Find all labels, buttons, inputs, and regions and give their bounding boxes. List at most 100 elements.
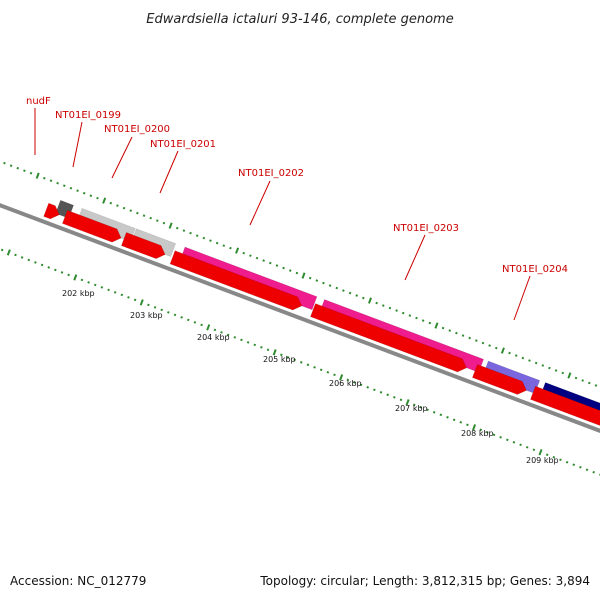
kbp-label-205: 205 kbp (263, 355, 296, 364)
minor-tick (209, 239, 212, 242)
minor-tick (62, 184, 66, 187)
minor-tick (548, 366, 551, 370)
cds-arrow-nt01ei-0199 (43, 202, 60, 220)
minor-tick (246, 341, 250, 344)
minor-tick (133, 298, 137, 302)
accession-text: Accession: NC_012779 (10, 574, 146, 588)
major-tick (102, 197, 107, 204)
major-tick (301, 272, 306, 279)
minor-tick (475, 339, 478, 342)
gene-label-nudf: nudF (26, 96, 51, 107)
leader-nt01ei-0202 (249, 180, 271, 226)
minor-tick (554, 369, 558, 372)
minor-tick (499, 435, 502, 439)
minor-tick (20, 256, 24, 259)
minor-tick (353, 381, 356, 384)
minor-tick (136, 211, 139, 215)
minor-tick (395, 309, 398, 312)
kbp-label-206: 206 kbp (329, 379, 362, 388)
minor-tick (262, 259, 265, 262)
cds-arrow-nt01ei-0200 (62, 210, 122, 243)
minor-tick (286, 356, 290, 359)
minor-tick (381, 304, 385, 307)
minor-tick (293, 358, 296, 362)
minor-tick (249, 254, 252, 257)
minor-tick (508, 351, 511, 355)
minor-tick (388, 306, 392, 310)
minor-tick (23, 169, 26, 172)
minor-tick (54, 268, 57, 272)
minor-tick (76, 189, 79, 192)
minor-tick (67, 273, 70, 277)
minor-tick (461, 334, 465, 337)
minor-tick (167, 311, 170, 314)
minor-tick (308, 276, 312, 280)
gene-label-nt01ei-0202: NT01EI_0202 (238, 168, 304, 179)
minor-tick (552, 455, 556, 459)
minor-tick (242, 251, 246, 255)
major-tick (339, 374, 344, 381)
minor-tick (100, 286, 104, 289)
minor-tick (519, 443, 522, 447)
minor-tick (109, 201, 113, 205)
minor-tick (93, 283, 97, 287)
minor-tick (288, 269, 292, 272)
major-tick (434, 322, 439, 329)
minor-tick (588, 381, 591, 385)
minor-tick (386, 393, 389, 397)
minor-tick (3, 161, 6, 165)
minor-tick (149, 216, 152, 220)
minor-tick (574, 376, 578, 380)
minor-tick (373, 388, 376, 392)
minor-tick (120, 293, 124, 297)
leader-nt01ei-0203 (404, 234, 426, 281)
minor-tick (180, 316, 183, 319)
minor-tick (233, 336, 237, 339)
major-tick (500, 347, 505, 354)
minor-tick (182, 229, 186, 232)
minor-tick (299, 361, 303, 364)
minor-tick (466, 423, 469, 427)
minor-tick (432, 411, 436, 414)
minor-tick (481, 341, 485, 345)
minor-tick (87, 281, 90, 284)
leader-nt01ei-0199 (72, 121, 83, 168)
minor-tick (226, 333, 230, 337)
minor-tick (525, 445, 529, 449)
minor-tick (156, 219, 159, 222)
minor-tick (107, 288, 110, 292)
minor-tick (565, 460, 569, 464)
kbp-label-203: 203 kbp (130, 311, 163, 320)
major-tick (168, 222, 173, 229)
major-tick (235, 247, 240, 254)
minor-tick (401, 311, 405, 315)
label-leaders (34, 108, 531, 321)
inner-tick-ring (0, 248, 600, 477)
minor-tick (446, 416, 449, 419)
minor-tick (147, 303, 150, 307)
minor-tick (355, 294, 358, 297)
minor-tick (49, 179, 53, 182)
minor-tick (545, 453, 549, 457)
minor-tick (89, 194, 93, 197)
major-tick (35, 172, 40, 179)
cds-arrow-nt01ei-0202 (169, 250, 303, 311)
minor-tick (322, 281, 325, 285)
minor-tick (486, 430, 489, 434)
minor-tick (160, 308, 163, 312)
minor-tick (162, 221, 166, 225)
minor-tick (282, 266, 285, 270)
major-tick (73, 274, 78, 281)
kbp-label-204: 204 kbp (197, 333, 230, 342)
minor-tick (479, 428, 482, 432)
minor-tick (326, 371, 330, 374)
minor-tick (521, 356, 525, 360)
minor-tick (415, 316, 418, 320)
kbp-label-209: 209 kbp (526, 456, 559, 465)
minor-tick (494, 346, 498, 350)
minor-tick (459, 421, 463, 424)
minor-tick (306, 363, 310, 367)
major-tick (139, 299, 144, 306)
minor-tick (468, 336, 471, 340)
minor-tick (220, 331, 223, 334)
